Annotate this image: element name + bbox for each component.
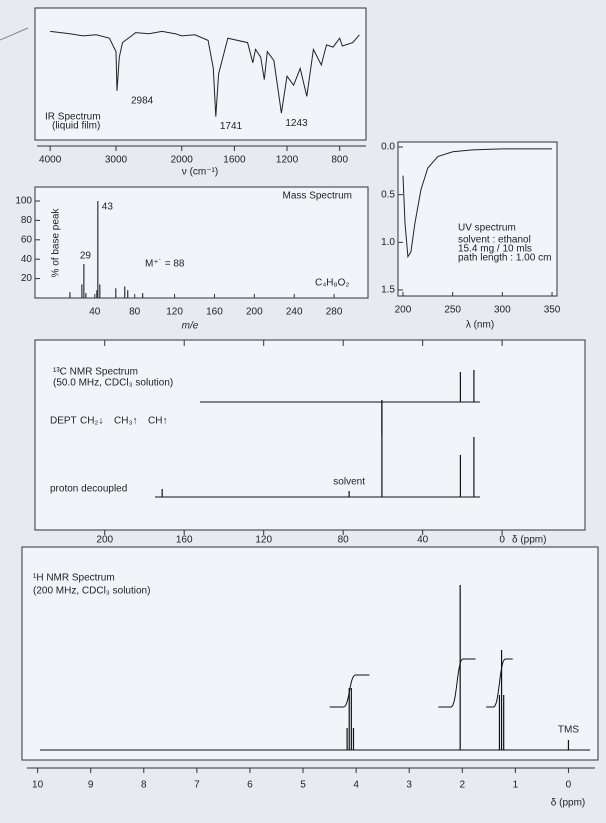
trace-label: DEPT xyxy=(50,416,77,427)
spectrum-line xyxy=(402,148,552,259)
x-tick-label: 7 xyxy=(194,780,200,791)
x-tick-label: 350 xyxy=(544,305,561,316)
c13-frame xyxy=(34,339,586,531)
h1-title: ¹H NMR Spectrum xyxy=(33,573,115,584)
x-axis-label: ν (cm⁻¹) xyxy=(182,167,218,178)
ms-frame xyxy=(34,186,369,299)
peak-label: 29 xyxy=(80,251,92,262)
x-tick-label: 40 xyxy=(417,535,429,546)
x-tick-label: 240 xyxy=(286,307,303,318)
x-tick-label: 9 xyxy=(88,780,94,791)
x-tick-label: 4000 xyxy=(39,155,62,166)
ms-title: Mass Spectrum xyxy=(283,191,352,202)
tms-label: TMS xyxy=(558,725,579,736)
x-tick-label: 120 xyxy=(166,307,183,318)
c13-subtitle: (50.0 MHz, CDCl₃ solution) xyxy=(53,378,173,389)
uv-note: solvent : ethanol xyxy=(458,235,531,246)
x-tick-label: 10 xyxy=(32,780,44,791)
x-tick-label: 3 xyxy=(406,780,412,791)
uv-title: UV spectrum xyxy=(458,223,516,234)
uv-note: path length : 1.00 cm xyxy=(458,253,551,264)
integral xyxy=(438,658,476,708)
dept-label: CH₃↑ xyxy=(114,416,138,427)
dept-label: CH₂↓ xyxy=(80,416,103,427)
x-tick-label: 4 xyxy=(353,780,359,791)
x-tick-label: 280 xyxy=(326,307,343,318)
x-tick-label: 0 xyxy=(499,535,505,546)
ir-title: IR Spectrum xyxy=(45,112,101,123)
y-tick-label: 100 xyxy=(15,196,32,207)
y-axis-label: % of base peak xyxy=(51,208,62,278)
x-tick-label: 200 xyxy=(96,535,113,546)
c13-title: ¹³C NMR Spectrum xyxy=(53,367,138,378)
x-tick-label: 120 xyxy=(255,535,272,546)
x-tick-label: 5 xyxy=(300,780,306,791)
formula: C₄H₈O₂ xyxy=(315,278,349,289)
dept-label: CH↑ xyxy=(148,416,167,427)
integral xyxy=(486,658,513,708)
x-tick-label: 80 xyxy=(338,535,350,546)
uv-frame xyxy=(397,141,558,297)
ir-subtitle: (liquid film) xyxy=(52,121,100,132)
x-tick-label: 200 xyxy=(246,307,263,318)
y-tick-label: 0.0 xyxy=(381,142,395,153)
x-tick-label: 250 xyxy=(444,305,461,316)
x-tick-label: 1600 xyxy=(223,155,246,166)
x-tick-label: 2 xyxy=(460,780,466,791)
x-tick-label: 1 xyxy=(513,780,519,791)
y-tick-label: 20 xyxy=(21,273,33,284)
ir-frame xyxy=(34,7,367,141)
x-axis-label: m/e xyxy=(182,321,199,332)
peak-label: 1741 xyxy=(220,121,243,132)
y-tick-label: 1.5 xyxy=(381,285,395,296)
x-tick-label: 2000 xyxy=(171,155,194,166)
x-tick-label: 800 xyxy=(331,155,348,166)
y-tick-label: 40 xyxy=(21,254,33,265)
x-tick-label: 3000 xyxy=(105,155,128,166)
peak-label: 2984 xyxy=(131,95,154,106)
x-axis-label: δ (ppm) xyxy=(551,798,585,809)
x-axis-label: λ (nm) xyxy=(466,320,494,331)
uv-note: 15.4 mg / 10 mls xyxy=(458,244,532,255)
trace-label: proton decoupled xyxy=(50,484,127,495)
x-axis-label: δ (ppm) xyxy=(512,535,546,546)
spectrum-line xyxy=(50,30,360,117)
h1-subtitle: (200 MHz, CDCl₃ solution) xyxy=(33,586,150,597)
x-tick-label: 8 xyxy=(141,780,147,791)
x-tick-label: 200 xyxy=(395,305,412,316)
pen-mark xyxy=(0,27,29,41)
integral xyxy=(329,674,370,708)
x-tick-label: 1200 xyxy=(276,155,299,166)
x-tick-label: 160 xyxy=(176,535,193,546)
peak-label: 43 xyxy=(102,202,114,213)
x-tick-label: 40 xyxy=(89,307,101,318)
x-tick-label: 300 xyxy=(494,305,511,316)
peak-label: 1243 xyxy=(285,118,308,129)
x-tick-label: 80 xyxy=(129,307,141,318)
x-tick-label: 6 xyxy=(247,780,253,791)
solvent-label: solvent xyxy=(333,477,365,488)
x-tick-label: 0 xyxy=(566,780,572,791)
y-tick-label: 0.5 xyxy=(381,189,395,200)
y-tick-label: 1.0 xyxy=(381,237,395,248)
y-tick-label: 80 xyxy=(21,215,33,226)
y-tick-label: 60 xyxy=(21,234,33,245)
molecular-ion: M⁺˙ = 88 xyxy=(145,259,185,270)
x-tick-label: 160 xyxy=(206,307,223,318)
